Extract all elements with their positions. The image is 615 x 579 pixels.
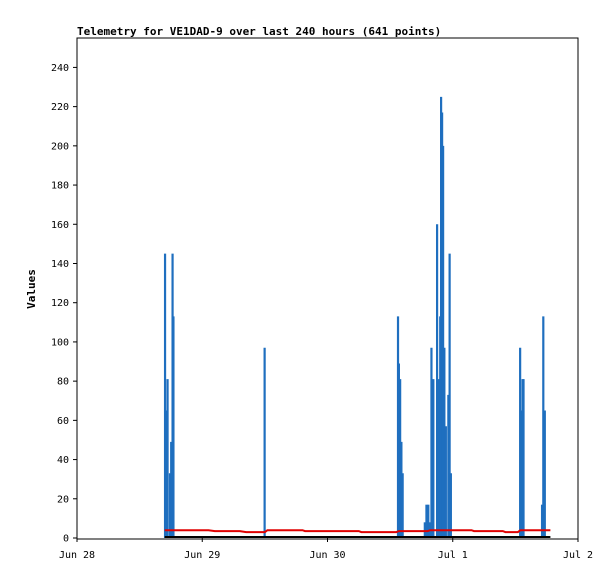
- plot-frame: [76, 37, 579, 540]
- x-tick-label: Jun 30: [309, 550, 345, 561]
- y-tick-label: 100: [51, 337, 69, 348]
- y-tick-label: 220: [51, 102, 69, 113]
- x-tick-label: Jul 2: [563, 550, 593, 561]
- series-line-1: [164, 529, 551, 534]
- y-tick-label: 200: [51, 141, 69, 152]
- y-tick-label: 140: [51, 259, 69, 270]
- chart-title: Telemetry for VE1DAD-9 over last 240 hou…: [77, 25, 441, 38]
- x-axis: Jun 28 Jun 29 Jun 30 Jul 1 Jul 2: [59, 538, 593, 561]
- y-tick-label: 240: [51, 63, 69, 74]
- y-tick-label: 160: [51, 220, 69, 231]
- y-axis: 0 20 40 60 80 100 120 140 160 180 200 220 240: [51, 63, 77, 545]
- y-tick-label: 80: [57, 377, 69, 388]
- y-axis-label: Values: [25, 269, 38, 309]
- y-tick-label: 120: [51, 298, 69, 309]
- y-tick-label: 60: [57, 416, 69, 427]
- y-tick-label: 20: [57, 494, 69, 505]
- series-layer: [163, 96, 551, 538]
- y-tick-label: 0: [63, 534, 69, 545]
- y-tick-label: 40: [57, 455, 69, 466]
- plot-area-group: [76, 37, 579, 540]
- x-tick-label: Jul 1: [438, 550, 468, 561]
- x-tick-label: Jun 28: [59, 550, 95, 561]
- y-tick-label: 180: [51, 181, 69, 192]
- x-tick-label: Jun 29: [184, 550, 220, 561]
